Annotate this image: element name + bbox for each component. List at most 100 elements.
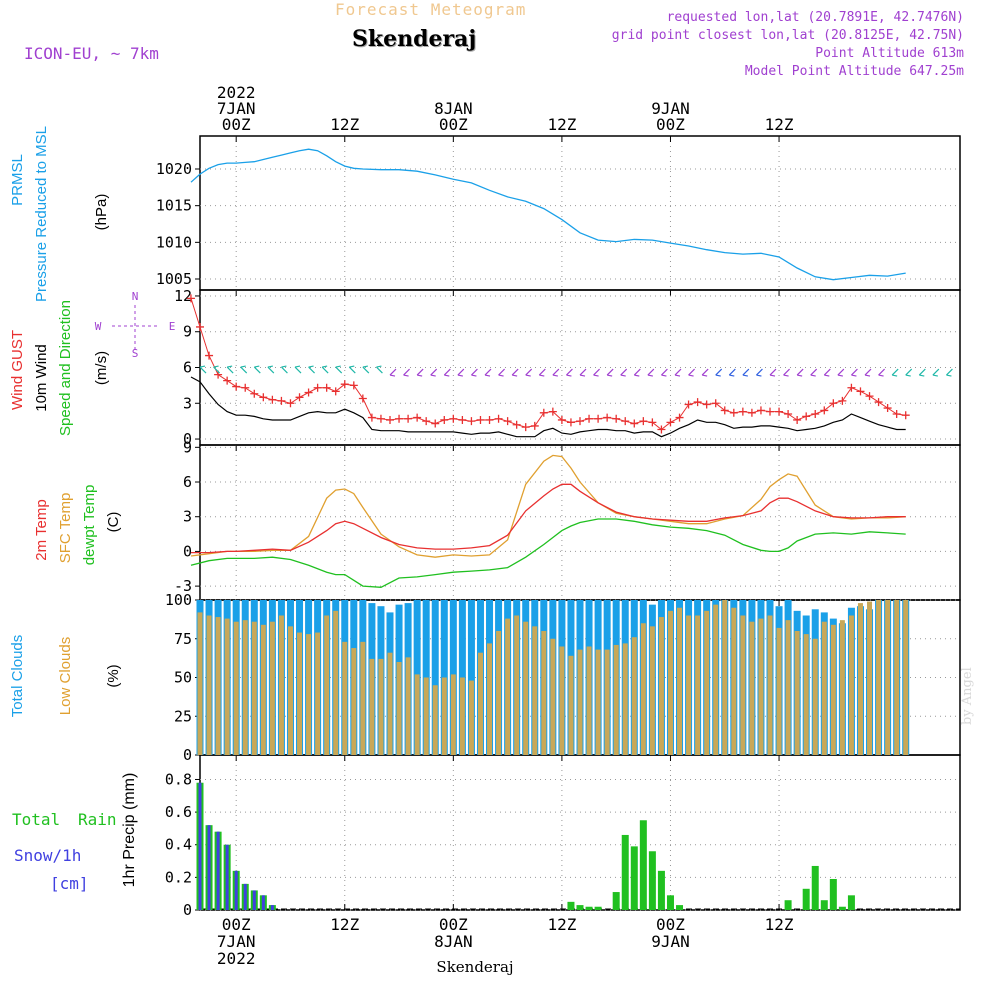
low-cloud-bar (242, 620, 248, 755)
requested-coords: requested lon,lat (20.7891E, 42.7476N) (666, 10, 964, 25)
wind-direction-arrow (715, 368, 723, 377)
gust-marker (603, 413, 612, 422)
top-time-label: 00Z (656, 115, 685, 134)
gust-marker (766, 407, 774, 416)
low-cloud-bar (713, 604, 719, 755)
top-time-label: 7JAN (217, 99, 256, 118)
gust-marker (784, 410, 793, 418)
gust-marker (901, 411, 910, 420)
gust-marker (503, 417, 512, 426)
rain-bar (567, 901, 575, 910)
total-clouds-axis-label: Total Clouds (9, 635, 26, 718)
low-cloud-bar (260, 624, 266, 755)
gust-marker (874, 398, 883, 407)
low-cloud-bar (297, 632, 303, 755)
y-tick-label: 25 (174, 707, 192, 725)
y-tick-label: 0 (183, 746, 192, 764)
wind-direction-arrow (525, 368, 533, 377)
rain-bar (838, 906, 846, 910)
bottom-time-label: 00Z (439, 915, 468, 934)
top-time-label: 9JAN (651, 99, 690, 118)
low-cloud-bar (667, 610, 673, 755)
low-cloud-bar (740, 615, 746, 755)
bottom-time-label: 12Z (330, 915, 359, 934)
point-altitude: Point Altitude 613m (815, 46, 964, 61)
wind-direction-arrow (918, 368, 926, 377)
wind-speed-line (190, 376, 906, 438)
rain-bar (630, 846, 638, 910)
panel-frame (199, 754, 961, 911)
gust-marker (594, 414, 603, 423)
low-cloud-bar (468, 680, 474, 755)
wind-direction-arrow (932, 368, 940, 377)
y-tick-label: 6 (183, 359, 192, 377)
snow-bar (207, 825, 211, 910)
gust-marker (693, 398, 702, 407)
gust-marker (268, 395, 277, 404)
gust-marker (313, 383, 322, 392)
low-cloud-bar (686, 615, 692, 755)
gust-axis-label: Wind GUST (9, 330, 26, 410)
gust-marker (648, 418, 657, 427)
low-cloud-bar (306, 634, 312, 755)
low-cloud-bar (496, 631, 502, 755)
wind-direction-arrow (538, 368, 546, 377)
wind-direction-arrow (294, 365, 302, 374)
y-tick-label: 6 (183, 473, 192, 491)
compass-south: S (132, 347, 139, 360)
wind-direction-arrow (633, 368, 641, 377)
wind-direction-arrow (864, 368, 872, 377)
gust-marker (820, 406, 829, 415)
gust-marker (621, 417, 630, 426)
wind-direction-arrow (728, 368, 736, 377)
y-tick-label: 75 (174, 630, 192, 648)
gust-marker (747, 408, 756, 417)
rain-bar (594, 906, 602, 910)
low-cloud-bar (631, 637, 637, 755)
low-cloud-bar (586, 646, 592, 755)
gust-marker (838, 396, 847, 405)
snow-bar (243, 883, 247, 910)
gust-marker (576, 417, 584, 426)
low-cloud-bar (758, 618, 764, 755)
low-cloud-bar (695, 615, 701, 755)
low-cloud-bar (287, 626, 293, 755)
gust-marker (440, 415, 449, 424)
wind-direction-arrow (389, 368, 397, 377)
low-cloud-bar (577, 649, 583, 755)
gust-marker (395, 414, 404, 423)
wind-direction-arrow (661, 368, 668, 377)
low-cloud-bar (568, 655, 574, 755)
wind-direction-arrow (783, 368, 790, 377)
low-cloud-bar (677, 607, 683, 755)
low-cloud-bar (224, 618, 230, 755)
wind-direction-arrow (430, 368, 438, 377)
snow-bar (198, 782, 202, 910)
wind-unit-label: (m/s) (93, 351, 110, 385)
rain-bar (802, 888, 810, 910)
gust-marker (557, 415, 566, 424)
wind-direction-arrow (267, 365, 275, 374)
rain-bar (657, 870, 665, 910)
low-cloud-bar (206, 615, 212, 755)
gust-marker (304, 388, 313, 397)
rain-bar (612, 892, 620, 910)
low-cloud-bar (776, 627, 782, 755)
wind-direction-arrow (851, 368, 858, 377)
gust-marker (431, 419, 440, 428)
gust-marker (720, 406, 729, 415)
rain-bar (847, 895, 855, 910)
wind-direction-arrow (335, 365, 343, 374)
gust-marker (277, 396, 286, 405)
low-cloud-bar (821, 621, 827, 755)
low-cloud-bar (423, 677, 429, 755)
gust-marker (349, 381, 358, 390)
gust-marker (829, 399, 838, 408)
low-cloud-bar (704, 610, 710, 755)
y-tick-label: 0.8 (165, 770, 192, 788)
low-cloud-bar (333, 610, 339, 755)
y-tick-label: 0.2 (165, 868, 192, 886)
gust-marker (259, 393, 268, 402)
low-cloud-bar (722, 600, 728, 755)
